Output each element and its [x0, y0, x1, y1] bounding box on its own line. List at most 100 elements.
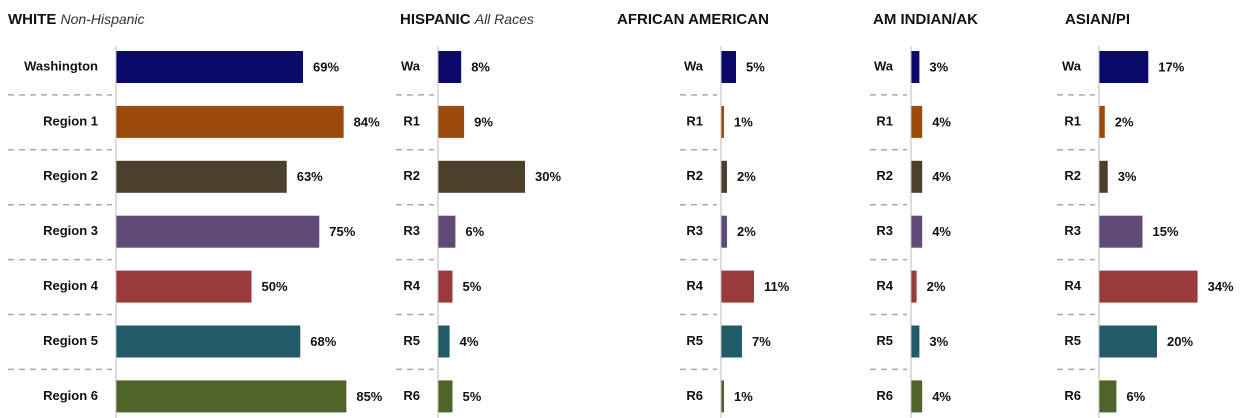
title-text: ASIAN/PI — [1065, 11, 1130, 28]
category-label: R3 — [876, 223, 893, 238]
category-label: R2 — [1064, 168, 1081, 183]
category-label: R1 — [1064, 113, 1081, 128]
category-label: R5 — [686, 333, 703, 348]
category-label: Wa — [1062, 58, 1082, 73]
bar — [721, 160, 727, 193]
subtitle-text: All Races — [474, 11, 534, 27]
value-label: 3% — [929, 59, 948, 74]
bar — [116, 105, 344, 138]
bar — [911, 380, 923, 413]
value-label: 9% — [474, 114, 493, 129]
title-text: AFRICAN AMERICAN — [617, 11, 769, 28]
bar — [911, 325, 920, 358]
category-label: R2 — [403, 168, 420, 183]
value-label: 4% — [932, 224, 951, 239]
category-label: Region 5 — [43, 333, 98, 348]
panel-title: WHITE Non-Hispanic — [8, 11, 145, 28]
value-label: 17% — [1158, 59, 1184, 74]
category-label: R5 — [1064, 333, 1081, 348]
category-label: Wa — [874, 58, 894, 73]
value-label: 3% — [929, 334, 948, 349]
value-label: 8% — [471, 59, 490, 74]
bar — [116, 270, 252, 303]
bar — [1099, 380, 1117, 413]
bar — [721, 105, 724, 138]
value-label: 2% — [737, 224, 756, 239]
value-label: 63% — [297, 169, 323, 184]
bar — [438, 325, 450, 358]
category-label: Region 6 — [43, 388, 98, 403]
bar — [721, 270, 754, 303]
bar — [1099, 105, 1105, 138]
subtitle-text: Non-Hispanic — [61, 11, 145, 27]
value-label: 2% — [737, 169, 756, 184]
value-label: 1% — [734, 389, 753, 404]
bar — [438, 51, 462, 83]
category-label: R4 — [876, 278, 893, 293]
category-label: R4 — [1064, 278, 1081, 293]
value-label: 7% — [752, 334, 771, 349]
category-label: R6 — [1064, 388, 1081, 403]
bar — [721, 325, 742, 358]
category-label: R3 — [403, 223, 420, 238]
category-label: R1 — [686, 113, 703, 128]
value-label: 5% — [463, 279, 482, 294]
value-label: 4% — [460, 334, 479, 349]
category-label: R3 — [1064, 223, 1081, 238]
category-label: Wa — [401, 58, 421, 73]
category-label: R4 — [686, 278, 703, 293]
bar — [116, 215, 320, 248]
bar — [911, 270, 917, 303]
value-label: 6% — [1126, 389, 1145, 404]
category-label: R5 — [403, 333, 420, 348]
value-label: 3% — [1118, 169, 1137, 184]
bar — [721, 215, 727, 248]
value-label: 84% — [354, 114, 380, 129]
value-label: 68% — [310, 334, 336, 349]
value-label: 69% — [313, 59, 339, 74]
bar — [721, 380, 724, 413]
category-label: Wa — [684, 58, 704, 73]
value-label: 85% — [356, 389, 382, 404]
category-label: R5 — [876, 333, 893, 348]
bar — [911, 105, 923, 138]
category-label: Region 4 — [43, 278, 99, 293]
category-label: R1 — [876, 113, 893, 128]
value-label: 30% — [535, 169, 561, 184]
category-label: R2 — [686, 168, 703, 183]
value-label: 1% — [734, 114, 753, 129]
value-label: 75% — [329, 224, 355, 239]
bar — [1099, 325, 1157, 358]
title-text: HISPANIC — [400, 11, 471, 28]
category-label: R2 — [876, 168, 893, 183]
category-label: R6 — [686, 388, 703, 403]
value-label: 5% — [746, 59, 765, 74]
category-label: R6 — [403, 388, 420, 403]
value-label: 5% — [463, 389, 482, 404]
category-label: R1 — [403, 113, 420, 128]
bar — [438, 105, 465, 138]
value-label: 20% — [1167, 334, 1193, 349]
value-label: 50% — [262, 279, 288, 294]
bar — [1099, 51, 1149, 83]
value-label: 34% — [1208, 279, 1234, 294]
value-label: 4% — [932, 169, 951, 184]
value-label: 15% — [1153, 224, 1179, 239]
bar — [911, 51, 920, 83]
value-label: 11% — [764, 279, 790, 294]
category-label: Region 1 — [43, 113, 98, 128]
panel-title: AM INDIAN/AK — [873, 11, 978, 28]
bar — [438, 380, 453, 413]
bar — [1099, 215, 1143, 248]
bar — [116, 160, 287, 193]
bar — [116, 51, 303, 83]
value-label: 6% — [465, 224, 484, 239]
value-label: 2% — [1115, 114, 1134, 129]
category-label: Region 3 — [43, 223, 98, 238]
bar — [438, 270, 453, 303]
panel-title: AFRICAN AMERICAN — [617, 11, 769, 28]
bar — [911, 160, 923, 193]
bar — [116, 325, 301, 358]
